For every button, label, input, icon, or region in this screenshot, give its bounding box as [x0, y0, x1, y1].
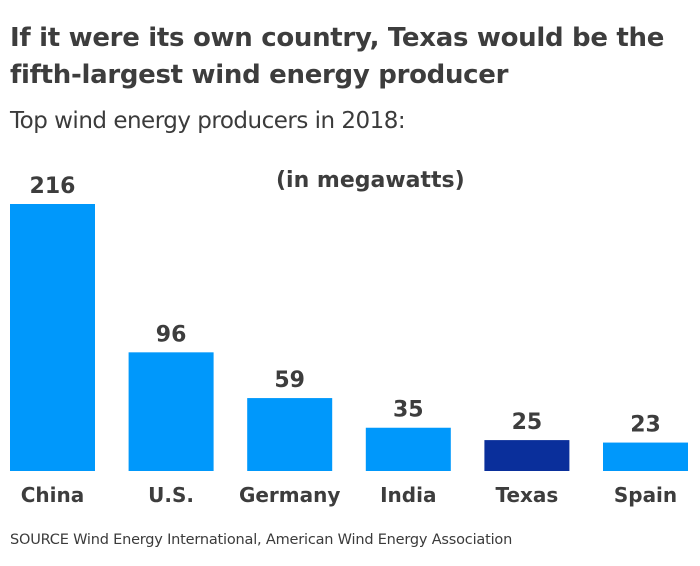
chart-subtitle: Top wind energy producers in 2018: — [10, 108, 406, 134]
category-label-u-s: U.S. — [148, 483, 194, 507]
value-label-india: 35 — [393, 398, 424, 423]
value-label-spain: 23 — [630, 413, 661, 438]
units-annotation: (in megawatts) — [276, 168, 465, 193]
source-note: SOURCE Wind Energy International, Americ… — [10, 532, 513, 548]
chart-title: If it were its own country, Texas would … — [10, 23, 665, 90]
category-label-spain: Spain — [614, 483, 677, 507]
bar-germany — [247, 398, 333, 471]
bar-texas — [484, 440, 570, 471]
category-label-china: China — [21, 483, 85, 507]
value-label-texas: 25 — [512, 410, 543, 435]
bar-u-s — [128, 352, 214, 471]
value-label-china: 216 — [30, 174, 76, 199]
value-label-germany: 59 — [274, 368, 305, 393]
bar-india — [365, 427, 451, 471]
value-label-u-s: 96 — [156, 322, 187, 347]
bar-china — [10, 204, 95, 471]
category-label-germany: Germany — [239, 483, 340, 507]
category-label-texas: Texas — [495, 483, 558, 507]
bar-spain — [603, 442, 688, 471]
category-label-india: India — [380, 483, 436, 507]
